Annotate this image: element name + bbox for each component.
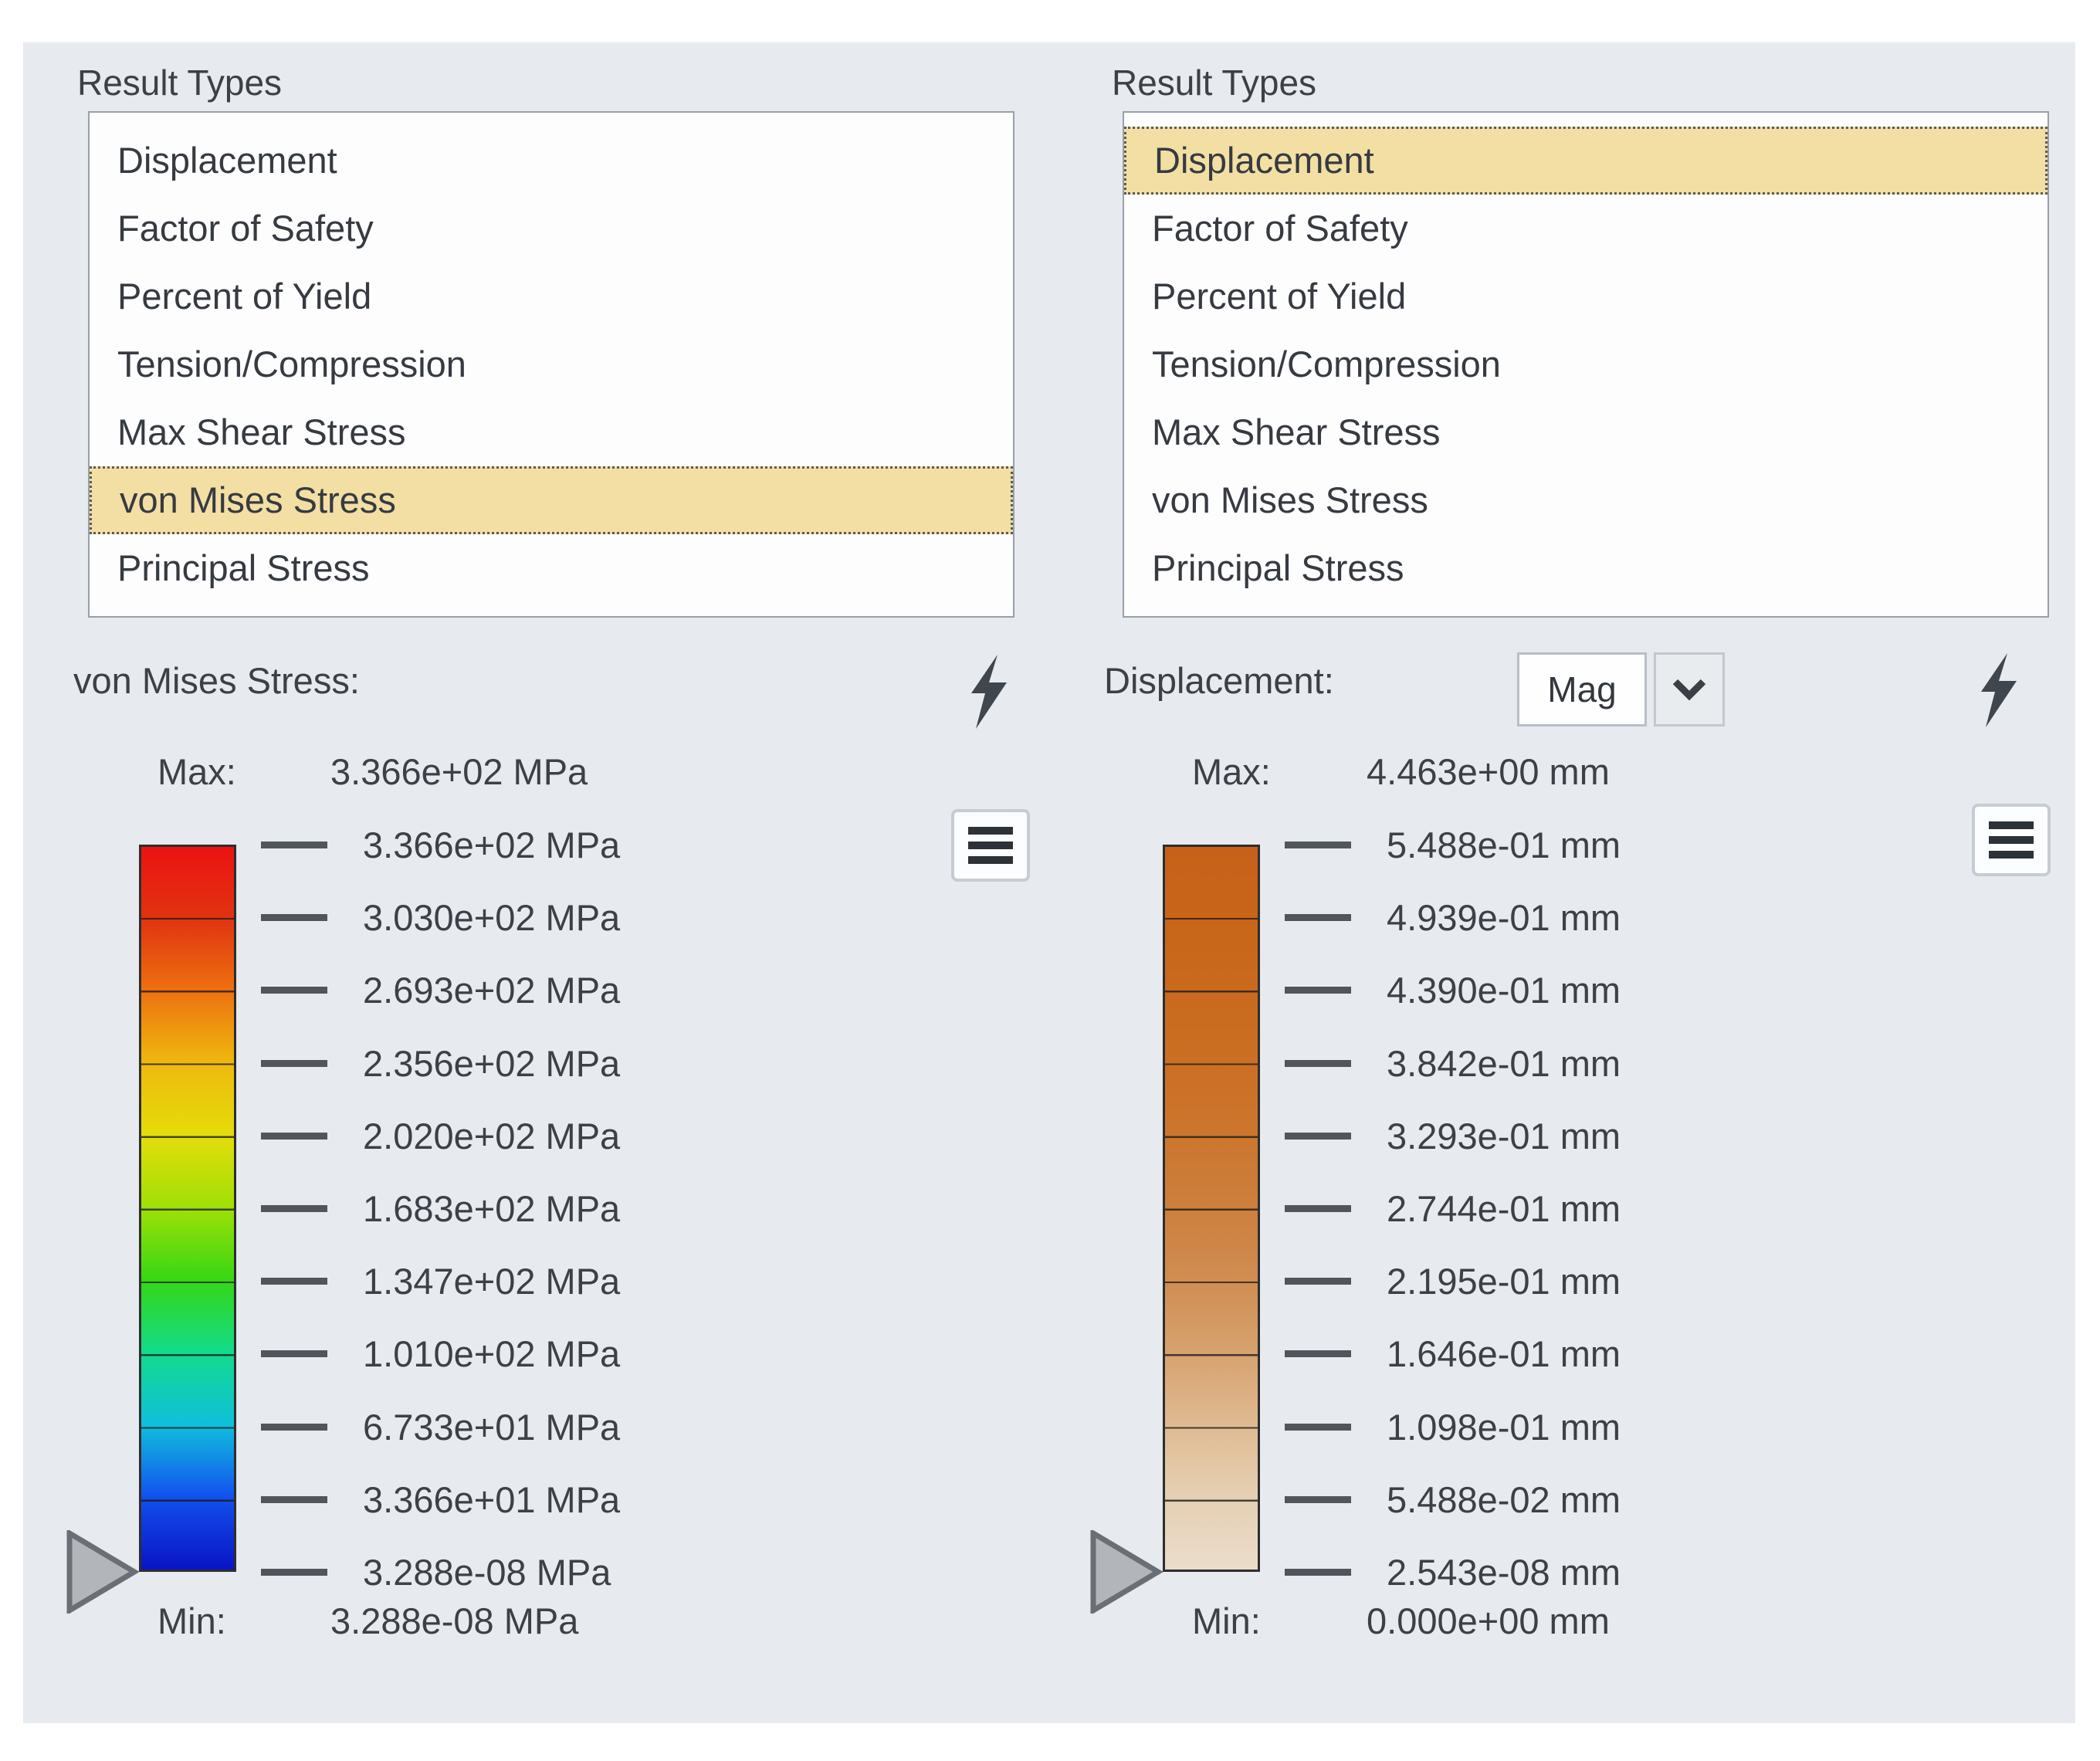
- min-label-left: Min:: [158, 1600, 226, 1641]
- max-label-right: Max:: [1192, 751, 1271, 792]
- result-types-list-left: Displacement Factor of Safety Percent of…: [88, 111, 1014, 618]
- list-item-tension-compression[interactable]: Tension/Compression: [117, 344, 466, 384]
- list-item-factor-of-safety[interactable]: Factor of Safety: [117, 208, 374, 249]
- tick-dash: [1285, 1059, 1351, 1067]
- result-types-label-left: Result Types: [77, 63, 283, 103]
- tick-labels-left: 3.366e+02 MPa 3.030e+02 MPa 2.693e+02 MP…: [261, 825, 956, 1593]
- list-item-von-mises-stress-selected[interactable]: von Mises Stress: [90, 466, 1013, 534]
- displacement-component-dropdown[interactable]: Mag: [1517, 652, 1647, 726]
- result-types-list-right: Displacement Factor of Safety Percent of…: [1123, 111, 2049, 618]
- list-item-principal-stress[interactable]: Principal Stress: [1152, 547, 1404, 588]
- tick-dash: [261, 1059, 327, 1067]
- hamburger-bar: [968, 842, 1013, 849]
- tick-label: 1.347e+02 MPa: [363, 1260, 621, 1302]
- tick-dash: [1285, 913, 1351, 921]
- tick-dash: [261, 1350, 327, 1357]
- max-value-right: 4.463e+00 mm: [1367, 751, 1610, 792]
- dropdown-value: Mag: [1547, 669, 1617, 709]
- tick-dash: [1285, 1350, 1351, 1357]
- tick-label: 4.390e-01 mm: [1387, 969, 1621, 1011]
- color-scale-bar-left: [139, 845, 236, 1572]
- tick-dash: [1285, 1277, 1351, 1285]
- tick-label: 1.646e-01 mm: [1387, 1333, 1621, 1374]
- hamburger-bar: [968, 856, 1013, 864]
- list-item-max-shear-stress[interactable]: Max Shear Stress: [117, 411, 406, 452]
- list-item-von-mises-stress[interactable]: von Mises Stress: [1152, 479, 1428, 520]
- chevron-glyph: [1672, 679, 1706, 701]
- tick-label: 3.842e-01 mm: [1387, 1042, 1621, 1084]
- tick-dash: [1285, 1204, 1351, 1212]
- hamburger-icon[interactable]: [951, 809, 1030, 882]
- max-value-left: 3.366e+02 MPa: [330, 751, 588, 792]
- tick-dash: [261, 1132, 327, 1140]
- hamburger-bar: [1989, 851, 2034, 858]
- tick-dash: [261, 1277, 327, 1285]
- tick-label: 2.693e+02 MPa: [363, 969, 621, 1011]
- tick-label: 3.288e-08 MPa: [363, 1551, 611, 1593]
- tick-dash: [1285, 1495, 1351, 1503]
- tick-label: 2.356e+02 MPa: [363, 1042, 621, 1084]
- tick-label: 2.195e-01 mm: [1387, 1260, 1621, 1302]
- min-value-right: 0.000e+00 mm: [1367, 1600, 1610, 1641]
- list-item-max-shear-stress[interactable]: Max Shear Stress: [1152, 411, 1441, 452]
- analysis-settings-panel: Result Types Displacement Factor of Safe…: [23, 42, 2075, 1723]
- color-scale-segment-lines: [1165, 847, 1258, 1570]
- tick-label: 5.488e-01 mm: [1387, 824, 1621, 865]
- tick-dash: [1285, 1132, 1351, 1140]
- list-item-tension-compression[interactable]: Tension/Compression: [1152, 344, 1501, 384]
- color-scale-bar-right: [1163, 845, 1260, 1572]
- tick-dash: [261, 841, 327, 848]
- lightning-icon[interactable]: [1975, 653, 2023, 727]
- list-item-factor-of-safety[interactable]: Factor of Safety: [1152, 208, 1408, 249]
- tick-label: 3.366e+01 MPa: [363, 1478, 621, 1520]
- list-item-percent-of-yield[interactable]: Percent of Yield: [1152, 276, 1407, 317]
- tick-dash: [261, 1568, 327, 1576]
- list-item-displacement[interactable]: Displacement: [117, 140, 337, 181]
- list-item-percent-of-yield[interactable]: Percent of Yield: [117, 276, 372, 317]
- tick-label: 3.030e+02 MPa: [363, 896, 621, 938]
- tick-dash: [1285, 1568, 1351, 1576]
- chevron-down-icon[interactable]: [1654, 652, 1725, 726]
- triangle-right-icon[interactable]: [1089, 1530, 1163, 1614]
- tick-dash: [261, 913, 327, 921]
- tick-label: 2.543e-08 mm: [1387, 1551, 1621, 1593]
- tick-label: 6.733e+01 MPa: [363, 1406, 621, 1448]
- tick-dash: [261, 1204, 327, 1212]
- result-types-label-right: Result Types: [1112, 63, 1317, 103]
- tick-dash: [1285, 1423, 1351, 1431]
- tick-dash: [1285, 986, 1351, 994]
- list-item-displacement-selected[interactable]: Displacement: [1124, 127, 2048, 195]
- tick-label: 4.939e-01 mm: [1387, 896, 1621, 938]
- hamburger-bar: [1989, 821, 2034, 829]
- tick-label: 3.366e+02 MPa: [363, 824, 621, 865]
- hamburger-icon[interactable]: [1972, 804, 2051, 876]
- tick-dash: [261, 986, 327, 994]
- lightning-icon[interactable]: [965, 655, 1013, 729]
- legend-title-right: Displacement:: [1104, 660, 1334, 701]
- tick-label: 5.488e-02 mm: [1387, 1478, 1621, 1520]
- tick-labels-right: 5.488e-01 mm 4.939e-01 mm 4.390e-01 mm 3…: [1285, 825, 1980, 1593]
- min-value-left: 3.288e-08 MPa: [330, 1600, 579, 1641]
- tick-label: 1.683e+02 MPa: [363, 1187, 621, 1229]
- tick-label: 1.010e+02 MPa: [363, 1333, 621, 1374]
- tick-label: 3.293e-01 mm: [1387, 1115, 1621, 1157]
- list-item-principal-stress[interactable]: Principal Stress: [117, 547, 370, 588]
- color-scale-segment-lines: [141, 847, 234, 1570]
- tick-label: 2.020e+02 MPa: [363, 1115, 621, 1157]
- tick-label: 1.098e-01 mm: [1387, 1406, 1621, 1448]
- tick-dash: [261, 1495, 327, 1503]
- max-label-left: Max:: [158, 751, 236, 792]
- tick-label: 2.744e-01 mm: [1387, 1187, 1621, 1229]
- legend-title-left: von Mises Stress:: [73, 660, 360, 701]
- hamburger-bar: [1989, 836, 2034, 844]
- hamburger-bar: [968, 827, 1013, 835]
- triangle-right-icon[interactable]: [65, 1530, 139, 1614]
- tick-dash: [261, 1423, 327, 1431]
- min-label-right: Min:: [1192, 1600, 1261, 1641]
- tick-dash: [1285, 841, 1351, 848]
